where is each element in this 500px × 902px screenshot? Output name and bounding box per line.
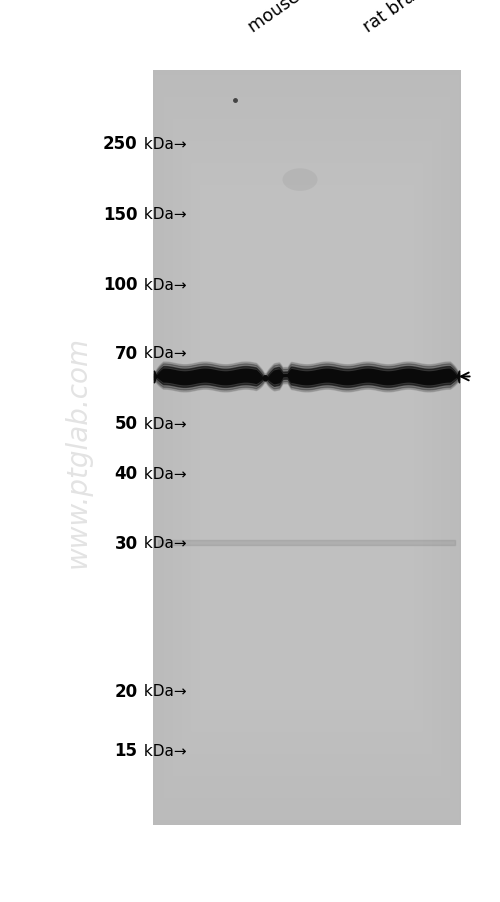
Text: kDa→: kDa→ [139,466,186,481]
Text: 15: 15 [114,741,138,759]
Text: 30: 30 [114,534,138,552]
Text: kDa→: kDa→ [139,346,186,361]
Text: 250: 250 [103,135,138,153]
Text: kDa→: kDa→ [139,743,186,758]
Text: www.ptglab.com: www.ptglab.com [64,336,92,566]
Text: kDa→: kDa→ [139,417,186,431]
Text: 70: 70 [114,345,138,363]
Text: 40: 40 [114,465,138,483]
Text: 100: 100 [103,276,138,294]
Text: kDa→: kDa→ [139,278,186,292]
Text: rat brain: rat brain [360,0,432,36]
Text: 20: 20 [114,682,138,700]
Bar [152,72,460,825]
Text: kDa→: kDa→ [139,536,186,550]
Text: kDa→: kDa→ [139,137,186,152]
Ellipse shape [282,169,318,191]
Text: 50: 50 [114,415,138,433]
Text: kDa→: kDa→ [139,684,186,698]
Text: kDa→: kDa→ [139,207,186,222]
Text: mouse brain: mouse brain [245,0,344,36]
Text: 150: 150 [103,206,138,224]
